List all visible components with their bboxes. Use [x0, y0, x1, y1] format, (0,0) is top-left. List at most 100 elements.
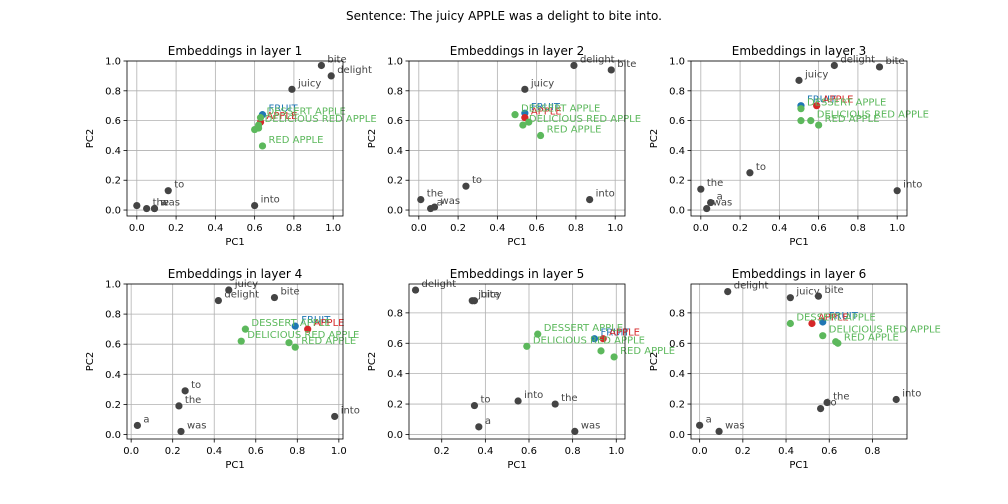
point-label: bite — [327, 54, 346, 65]
point-phrase — [511, 111, 519, 119]
point-phrase — [786, 319, 794, 328]
y-tick-label: 0.0 — [105, 206, 121, 217]
point-word — [823, 398, 831, 407]
y-tick-label: 0.2 — [387, 176, 403, 187]
chart-title: Embeddings in layer 1 — [168, 44, 302, 58]
y-tick-label: 0.4 — [387, 146, 403, 157]
grid — [691, 284, 907, 439]
point-label: was — [160, 198, 180, 209]
x-tick-label: 0.2 — [450, 223, 466, 234]
point-label: APPLE — [314, 318, 345, 329]
point-label: a — [143, 414, 149, 425]
point-label: into — [524, 390, 543, 401]
point-label: was — [725, 420, 745, 431]
point-word — [696, 421, 704, 429]
point-label: FRUIT — [268, 104, 298, 115]
point-apple — [813, 102, 821, 110]
y-tick-label: 0.6 — [669, 116, 685, 127]
point-label: delight — [734, 281, 769, 292]
x-axis-label: PC1 — [225, 460, 244, 471]
point-word — [430, 203, 439, 211]
point-word — [214, 296, 222, 305]
point-label: bite — [824, 285, 843, 296]
y-axis-label: PC2 — [85, 352, 96, 371]
point-phrase — [534, 330, 542, 338]
y-tick-label: 0.0 — [387, 206, 403, 217]
x-tick-label: 0.2 — [165, 446, 181, 457]
y-axis-label: PC2 — [85, 129, 96, 148]
point-fruit — [291, 322, 299, 330]
point-label: DELICIOUS RED APPLE — [247, 330, 359, 341]
y-axis-label: PC2 — [649, 352, 660, 371]
point-label: RED APPLE — [844, 332, 899, 343]
point-label: to — [472, 175, 482, 186]
y-tick-label: 0.8 — [669, 308, 685, 319]
y-tick-label: 0.6 — [105, 116, 121, 127]
point-label: APPLE — [267, 111, 298, 122]
x-axis-label: PC1 — [789, 460, 808, 471]
point-word — [786, 294, 794, 302]
x-tick-label: 0.0 — [411, 223, 427, 234]
point-word — [331, 412, 339, 421]
point-phrase — [797, 117, 805, 125]
point-label: DESSERT APPLE — [521, 104, 600, 115]
point-label: delight — [337, 65, 372, 76]
point-label: the — [561, 393, 577, 404]
point-phrase — [536, 131, 545, 140]
x-tick-label: 0.6 — [811, 223, 827, 234]
point-word — [475, 423, 483, 431]
point-phrase — [256, 114, 265, 122]
y-tick-label: 0.6 — [105, 340, 121, 351]
point-label: juicy — [297, 78, 321, 89]
point-label: bite — [886, 56, 905, 67]
point-phrase — [523, 342, 531, 350]
point-word — [175, 402, 183, 410]
point-phrase — [285, 339, 293, 347]
point-word — [270, 293, 279, 302]
point-label: bite — [280, 287, 299, 298]
point-label: delight — [840, 54, 875, 65]
y-tick-label: 0.2 — [105, 400, 121, 411]
point-label: RED APPLE — [620, 346, 675, 357]
point-label: juicy — [234, 279, 258, 290]
axes-frame — [690, 60, 908, 217]
y-tick-label: 0.8 — [105, 86, 121, 97]
point-label: RED APPLE — [825, 114, 880, 125]
point-label: to — [174, 180, 184, 191]
x-tick-label: 0.0 — [123, 446, 139, 457]
chart-title: Embeddings in layer 3 — [732, 44, 866, 58]
point-word — [470, 297, 479, 305]
point-label: to — [827, 398, 837, 409]
y-tick-label: 0.2 — [387, 400, 403, 411]
x-tick-label: 0.6 — [248, 446, 264, 457]
x-tick-label: 1.0 — [325, 223, 341, 234]
y-tick-label: 1.0 — [387, 57, 403, 68]
point-word — [724, 287, 732, 296]
point-word — [181, 387, 189, 395]
x-axis-label: PC1 — [507, 460, 526, 471]
point-label: FRUIT — [301, 315, 331, 326]
y-tick-label: 0.2 — [669, 176, 685, 187]
point-label: the — [707, 178, 723, 189]
chart-title: Embeddings in layer 2 — [450, 44, 584, 58]
y-tick-label: 0.8 — [105, 310, 121, 321]
point-word — [177, 427, 185, 436]
axes-frame — [690, 283, 908, 440]
point-label: DESSERT APPLE — [796, 313, 875, 324]
point-label: the — [153, 198, 169, 209]
point-word — [225, 286, 233, 294]
point-word — [133, 421, 141, 430]
point-label: DELICIOUS RED APPLE — [265, 114, 377, 125]
point-word — [521, 85, 529, 93]
axes-frame — [408, 283, 626, 440]
y-tick-label: 0.4 — [387, 369, 403, 380]
point-label: the — [185, 395, 201, 406]
x-tick-label: 0.6 — [247, 223, 263, 234]
y-tick-label: 0.0 — [387, 430, 403, 441]
point-label: into — [902, 388, 921, 399]
point-phrase — [291, 343, 299, 351]
y-tick-label: 0.6 — [669, 339, 685, 350]
x-tick-label: 1.0 — [607, 223, 623, 234]
x-tick-label: 0.0 — [129, 223, 145, 234]
